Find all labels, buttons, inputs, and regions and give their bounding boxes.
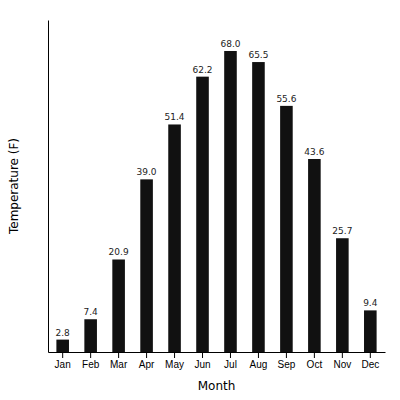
x-tick-label: Jun bbox=[194, 359, 210, 370]
x-tick: May bbox=[165, 352, 184, 370]
data-label: 25.7 bbox=[332, 226, 352, 236]
x-tick-label: May bbox=[165, 359, 184, 370]
x-tick-label: Nov bbox=[333, 359, 351, 370]
x-tick: Oct bbox=[307, 352, 323, 370]
x-tick-mark bbox=[314, 352, 315, 358]
bar bbox=[56, 340, 69, 352]
x-tick: Dec bbox=[361, 352, 379, 370]
x-axis-title: Month bbox=[198, 379, 236, 393]
y-axis-line bbox=[48, 21, 49, 353]
x-tick: Aug bbox=[250, 352, 268, 370]
bars bbox=[56, 51, 376, 352]
bar bbox=[168, 124, 181, 352]
x-tick: Apr bbox=[139, 352, 155, 370]
bar bbox=[112, 259, 125, 352]
data-label: 68.0 bbox=[220, 39, 240, 49]
x-tick: Feb bbox=[82, 352, 100, 370]
x-tick-label: Mar bbox=[110, 359, 128, 370]
bar bbox=[308, 159, 321, 352]
x-tick-mark bbox=[202, 352, 203, 358]
data-label: 43.6 bbox=[304, 147, 324, 157]
x-tick-mark bbox=[174, 352, 175, 358]
x-tick-mark bbox=[230, 352, 231, 358]
x-tick-label: Oct bbox=[307, 359, 323, 370]
x-tick: Jul bbox=[224, 352, 237, 370]
data-label: 7.4 bbox=[83, 307, 98, 317]
x-axis-line bbox=[49, 352, 386, 353]
x-tick-label: Dec bbox=[361, 359, 379, 370]
x-tick-label: Jul bbox=[224, 359, 237, 370]
x-tick-label: Aug bbox=[250, 359, 268, 370]
bar bbox=[280, 106, 293, 352]
bar bbox=[364, 310, 377, 352]
x-tick-mark bbox=[286, 352, 287, 358]
x-tick-mark bbox=[146, 352, 147, 358]
x-tick-mark bbox=[62, 352, 63, 358]
x-tick: Sep bbox=[278, 352, 296, 370]
x-tick: Mar bbox=[110, 352, 128, 370]
x-tick-label: Sep bbox=[278, 359, 296, 370]
x-tick: Jun bbox=[194, 352, 210, 370]
bar bbox=[224, 51, 237, 352]
x-tick-mark bbox=[342, 352, 343, 358]
plot-area: 2.8 7.4 20.9 39.0 51.4 62.2 68.0 65.5 55.6 43.6 25… bbox=[49, 21, 386, 371]
x-tick: Jan bbox=[55, 352, 71, 370]
data-label: 62.2 bbox=[192, 65, 212, 75]
y-axis bbox=[48, 21, 49, 353]
x-axis: Jan Feb Mar Apr May Jun Jul Aug Sep Oct Nov Dec bbox=[49, 352, 386, 370]
bar bbox=[84, 319, 97, 352]
bar bbox=[252, 62, 265, 352]
data-label: 39.0 bbox=[137, 167, 157, 177]
bar bbox=[140, 179, 153, 352]
data-label: 51.4 bbox=[165, 112, 185, 122]
data-label: 65.5 bbox=[248, 50, 268, 60]
x-tick-label: Apr bbox=[139, 359, 155, 370]
x-tick-mark bbox=[258, 352, 259, 358]
bar bbox=[196, 77, 209, 352]
x-tick: Nov bbox=[333, 352, 351, 370]
data-labels: 2.8 7.4 20.9 39.0 51.4 62.2 68.0 65.5 55.6 43.6 25… bbox=[56, 39, 378, 338]
data-label: 55.6 bbox=[276, 94, 296, 104]
x-tick-label: Jan bbox=[55, 359, 71, 370]
x-tick-mark bbox=[370, 352, 371, 358]
y-axis-title: Temperature (F) bbox=[7, 138, 21, 235]
data-label: 2.8 bbox=[56, 328, 71, 338]
x-tick-mark bbox=[118, 352, 119, 358]
bar bbox=[336, 238, 349, 352]
x-tick-label: Feb bbox=[82, 359, 100, 370]
x-tick-mark bbox=[90, 352, 91, 358]
data-label: 20.9 bbox=[109, 247, 129, 257]
data-label: 9.4 bbox=[363, 298, 378, 308]
chart: 2.8 7.4 20.9 39.0 51.4 62.2 68.0 65.5 55.6 43.6 25… bbox=[0, 0, 400, 400]
